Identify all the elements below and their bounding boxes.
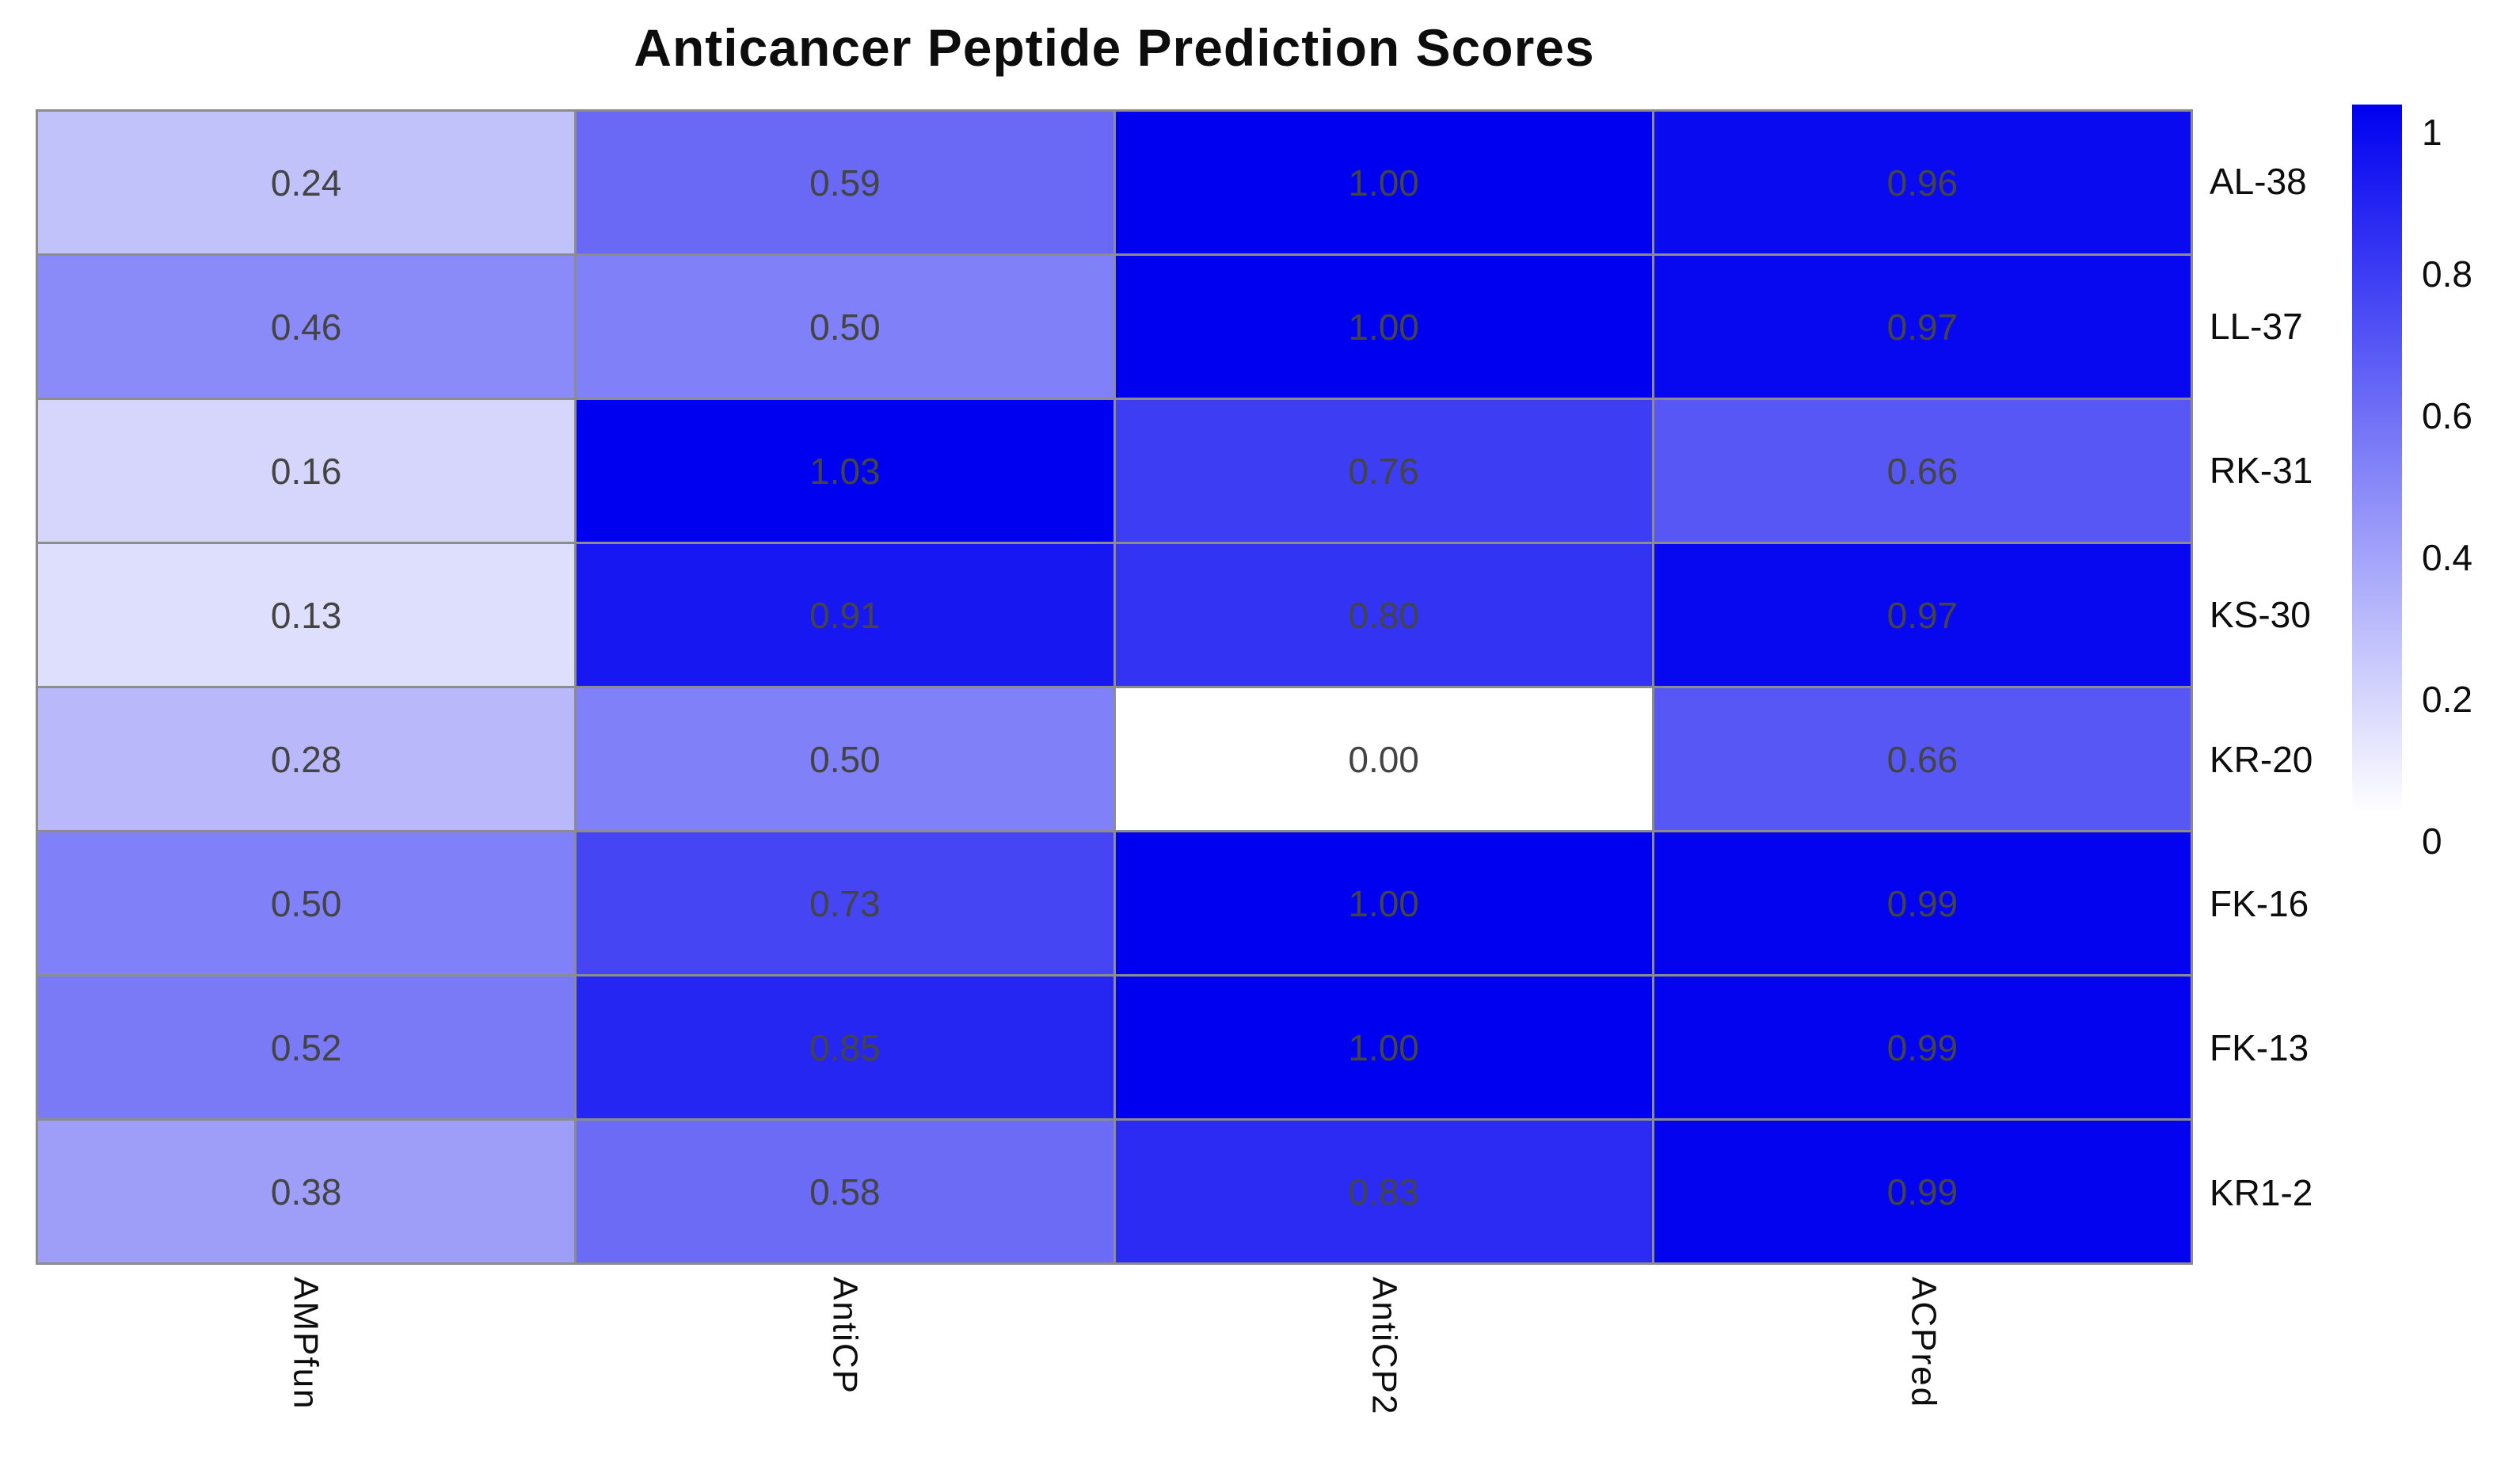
- column-label: AntiCP2: [1114, 1277, 1654, 1479]
- row-label: KR1-2: [2210, 1171, 2313, 1213]
- heatmap-cell: 0.00: [1115, 688, 1652, 830]
- heatmap-cell: 1.00: [1115, 112, 1652, 253]
- heatmap-cell: 0.91: [577, 544, 1113, 686]
- heatmap-cell: 0.24: [38, 112, 575, 253]
- heatmap-cell: 1.03: [577, 400, 1113, 542]
- heatmap-cell: 0.85: [577, 977, 1113, 1118]
- heatmap-cell: 0.52: [38, 977, 575, 1118]
- colorbar-tick: 0.8: [2422, 253, 2472, 295]
- column-axis-labels: AMPfun AntiCP AntiCP2 ACPred: [36, 1277, 2193, 1479]
- heatmap-cell: 0.50: [577, 688, 1113, 830]
- heatmap-cell: 0.59: [577, 112, 1113, 253]
- heatmap-cell: 0.66: [1654, 400, 2191, 542]
- column-label: ACPred: [1654, 1277, 2193, 1479]
- heatmap-cell: 0.38: [38, 1121, 575, 1262]
- heatmap-cell: 0.28: [38, 688, 575, 830]
- colorbar-tick-labels: 1 0.8 0.6 0.4 0.2 0: [2422, 0, 2517, 1481]
- heatmap-cell: 0.83: [1115, 1121, 1652, 1262]
- colorbar-tick: 0.4: [2422, 537, 2472, 578]
- column-label: AntiCP: [575, 1277, 1114, 1479]
- heatmap-cell: 1.00: [1115, 832, 1652, 974]
- row-label: AL-38: [2210, 161, 2307, 203]
- heatmap-cell: 0.73: [577, 832, 1113, 974]
- heatmap-cell: 0.97: [1654, 544, 2191, 686]
- heatmap-cell: 0.97: [1654, 256, 2191, 398]
- heatmap-cell: 0.50: [38, 832, 575, 974]
- row-label: RK-31: [2210, 449, 2313, 491]
- heatmap-cell: 0.50: [577, 256, 1113, 398]
- row-label: KR-20: [2210, 738, 2313, 780]
- heatmap-cell: 0.46: [38, 256, 575, 398]
- heatmap-cell: 0.13: [38, 544, 575, 686]
- chart-title: Anticancer Peptide Prediction Scores: [634, 18, 1595, 77]
- row-axis-labels: AL-38 LL-37 RK-31 KS-30 KR-20 FK-16 FK-13 KR1-2: [2210, 109, 2360, 1265]
- column-label-text: ACPred: [1904, 1277, 1943, 1409]
- column-label-text: AntiCP2: [1365, 1277, 1404, 1416]
- heatmap-cell: 1.00: [1115, 977, 1652, 1118]
- heatmap-cell: 0.99: [1654, 832, 2191, 974]
- heatmap-cell: 1.00: [1115, 256, 1652, 398]
- colorbar-gradient: [2352, 105, 2402, 813]
- row-label: KS-30: [2210, 594, 2311, 636]
- heatmap-cell: 0.99: [1654, 1121, 2191, 1262]
- colorbar-tick: 0: [2422, 820, 2442, 862]
- heatmap-grid: 0.24 0.59 1.00 0.96 0.46 0.50 1.00 0.97 0.16 1.03…: [36, 109, 2193, 1265]
- colorbar-tick: 0.6: [2422, 395, 2472, 436]
- row-label: FK-16: [2210, 883, 2309, 925]
- colorbar-tick: 1: [2422, 112, 2442, 153]
- row-label: LL-37: [2210, 305, 2303, 347]
- colorbar-tick: 0.2: [2422, 679, 2472, 720]
- heatmap-cell: 0.58: [577, 1121, 1113, 1262]
- heatmap-cell: 0.16: [38, 400, 575, 542]
- row-label: FK-13: [2210, 1027, 2309, 1069]
- heatmap-cell: 0.96: [1654, 112, 2191, 253]
- column-label-text: AMPfun: [286, 1277, 325, 1411]
- heatmap-cell: 0.80: [1115, 544, 1652, 686]
- column-label: AMPfun: [36, 1277, 575, 1479]
- heatmap-cell: 0.66: [1654, 688, 2191, 830]
- heatmap-cell: 0.99: [1654, 977, 2191, 1118]
- heatmap-cell: 0.76: [1115, 400, 1652, 542]
- column-label-text: AntiCP: [825, 1277, 865, 1395]
